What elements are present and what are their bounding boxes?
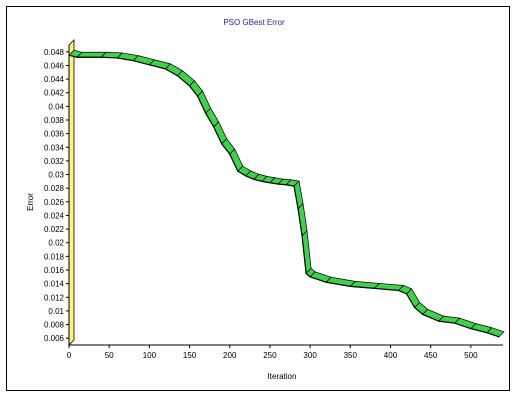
y-tick-label: 0.016 — [44, 266, 65, 275]
data-point — [470, 328, 472, 330]
x-tick-label: 0 — [67, 351, 72, 360]
y-axis-ticks: 0.048 0.046 0.044 0.042 0.04 0.038 0.036 0.034 0… — [44, 48, 69, 343]
y-tick-label: 0.046 — [44, 61, 65, 70]
y-tick-label: 0.026 — [44, 198, 65, 207]
y-axis-label: Error — [26, 193, 35, 211]
data-point — [100, 56, 102, 58]
y-tick-label: 0.006 — [44, 334, 65, 343]
y-tick-label: 0.028 — [44, 184, 65, 193]
x-axis-ticks: 0 50 100 150 200 250 300 350 400 450 500 — [67, 345, 478, 360]
data-point — [261, 180, 263, 182]
y-tick-label: 0.012 — [44, 293, 65, 302]
data-point — [498, 336, 500, 338]
x-tick-label: 150 — [183, 351, 197, 360]
chart-title: PSO GBest Error — [223, 18, 285, 27]
x-tick-label: 300 — [303, 351, 317, 360]
x-tick-label: 250 — [263, 351, 277, 360]
data-point — [148, 64, 150, 66]
data-point — [245, 175, 247, 177]
y-tick-label: 0.042 — [44, 89, 65, 98]
y-tick-label: 0.022 — [44, 225, 65, 234]
chart-frame: PSO GBest Error 0.048 0.046 0.044 0.042 0.04… — [6, 6, 510, 391]
data-point — [309, 276, 311, 278]
data-point — [188, 85, 191, 87]
y-tick-label: 0.044 — [44, 75, 65, 84]
y-tick-label: 0.02 — [48, 239, 64, 248]
y-tick-label: 0.008 — [44, 321, 65, 330]
x-tick-label: 100 — [143, 351, 157, 360]
y-tick-label: 0.038 — [44, 116, 65, 125]
x-tick-label: 350 — [344, 351, 358, 360]
data-point — [229, 153, 231, 155]
y-tick-label: 0.018 — [44, 252, 65, 261]
data-point — [132, 60, 134, 62]
data-point — [349, 285, 351, 287]
data-point — [269, 182, 271, 184]
data-point — [373, 287, 376, 290]
y-tick-label: 0.014 — [44, 280, 65, 289]
data-point — [205, 112, 207, 114]
data-point — [277, 183, 279, 185]
data-point — [405, 293, 408, 295]
chart-wall — [68, 39, 75, 346]
data-point — [221, 143, 223, 145]
x-tick-label: 200 — [223, 351, 237, 360]
y-tick-label: 0.048 — [44, 48, 65, 57]
y-tick-label: 0.04 — [48, 102, 64, 111]
wall-left — [68, 39, 75, 346]
data-point — [397, 289, 400, 292]
chart-axes — [68, 45, 503, 346]
y-tick-label: 0.032 — [44, 157, 65, 166]
y-tick-label: 0.036 — [44, 130, 65, 139]
data-point — [301, 235, 303, 237]
data-point — [253, 178, 255, 180]
y-tick-label: 0.01 — [48, 307, 64, 316]
data-point — [305, 272, 307, 275]
x-axis-label: Iteration — [268, 372, 297, 381]
data-point — [237, 170, 239, 172]
data-point — [196, 95, 199, 97]
data-point — [213, 126, 215, 128]
data-point — [422, 313, 424, 315]
series-line — [68, 54, 500, 338]
data-point — [325, 281, 327, 283]
data-point — [454, 322, 456, 324]
y-tick-label: 0.024 — [44, 211, 65, 220]
data-point — [68, 54, 70, 56]
data-point — [438, 320, 440, 322]
x-tick-label: 400 — [384, 351, 398, 360]
chart-svg: PSO GBest Error 0.0480.0460.0440.0420.04… — [26, 18, 505, 381]
data-point — [164, 68, 167, 70]
data-point — [293, 185, 295, 187]
x-tick-label: 450 — [424, 351, 438, 360]
y-tick-label: 0.034 — [44, 143, 65, 152]
data-point — [297, 208, 299, 210]
y-tick-label: 0.03 — [48, 171, 64, 180]
data-point — [285, 184, 287, 186]
data-point — [413, 306, 416, 309]
x-tick-label: 500 — [464, 351, 478, 360]
x-tick-label: 50 — [105, 351, 114, 360]
data-point — [116, 57, 118, 59]
data-point — [486, 332, 488, 334]
data-point — [176, 75, 179, 77]
data-point — [76, 56, 78, 58]
series-ribbon — [68, 49, 505, 338]
